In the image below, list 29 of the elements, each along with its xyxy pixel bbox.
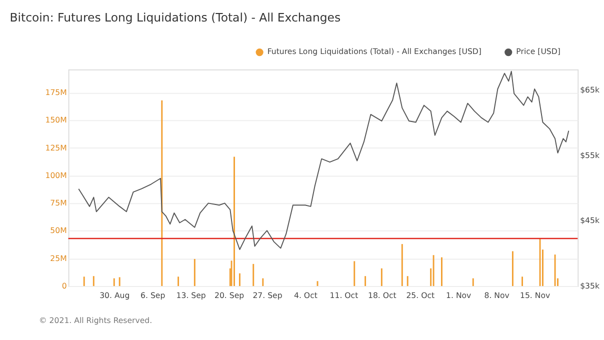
- y2-tick-label: $65k: [580, 86, 600, 95]
- y-tick-label: 0: [62, 281, 67, 290]
- legend-label: Futures Long Liquidations (Total) - All Exchanges [USD]: [267, 47, 482, 56]
- x-tick-label: 20. Sep: [214, 291, 244, 300]
- text: © 2021. All Rights Reserved.: [39, 316, 152, 326]
- x-tick-label: 27. Sep: [252, 291, 282, 300]
- chart-title: Bitcoin: Futures Long Liquidations (Total) - All Exchanges: [10, 10, 341, 25]
- x-tick-label: 4. Oct: [294, 291, 318, 300]
- x-tick-label: 30. Aug: [100, 291, 130, 300]
- y2-tick-label: $45k: [580, 216, 600, 226]
- y2-tick-label: $35k: [580, 281, 600, 290]
- y-tick-label: 50M: [50, 226, 67, 236]
- x-tick-label: 18. Oct: [368, 291, 396, 300]
- y2-tick-label: $55k: [580, 150, 600, 160]
- y-tick-label: 175M: [45, 88, 67, 98]
- y-tick-label: 100M: [45, 170, 67, 180]
- x-tick-label: 13. Sep: [176, 291, 206, 300]
- y-tick-label: 75M: [50, 198, 67, 208]
- x-tick-label: 15. Nov: [520, 291, 550, 300]
- line-series: [78, 70, 570, 250]
- y-tick-label: 150M: [45, 116, 67, 125]
- x-tick-label: 1. Nov: [446, 291, 472, 300]
- y-tick-label: 25M: [50, 254, 67, 263]
- legend-label: Price [USD]: [516, 47, 560, 56]
- x-tick-label: 25. Oct: [406, 291, 435, 300]
- y-tick-label: 125M: [45, 143, 67, 152]
- x-tick-label: 8. Nov: [484, 291, 510, 300]
- x-tick-label: 11. Oct: [330, 291, 358, 300]
- x-tick-label: 6. Sep: [140, 291, 166, 300]
